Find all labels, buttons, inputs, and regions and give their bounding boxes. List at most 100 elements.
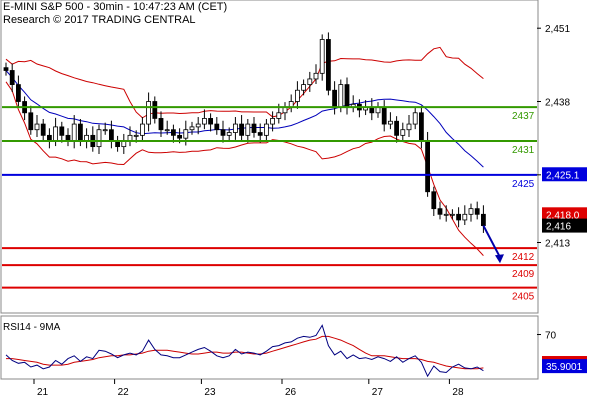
date-tick-label: 21 — [37, 387, 49, 398]
candle-body — [462, 213, 468, 221]
candle-body — [34, 123, 40, 131]
rsi-ytick-label: 70 — [545, 331, 557, 342]
date-tick-label: 23 — [204, 387, 216, 398]
candle-body — [170, 129, 176, 136]
candle-body — [338, 84, 344, 108]
candle-body — [146, 101, 152, 125]
candle-body — [381, 106, 387, 125]
projection-arrow-head — [495, 254, 504, 264]
price-ytick-label: 2,451 — [545, 24, 570, 35]
candle-body — [59, 126, 65, 136]
candle-body — [28, 112, 34, 131]
candle-body — [406, 123, 412, 131]
candle-body — [443, 213, 449, 216]
chart-title: E-MINI S&P 500 - 30min - 10:47:23 AM (CE… — [3, 1, 228, 13]
candle-body — [294, 89, 300, 102]
candle-body — [480, 213, 486, 226]
price-tag-label: 2,416 — [546, 222, 571, 233]
candle-body — [263, 123, 269, 136]
level-label: 2425 — [512, 179, 535, 190]
date-tick-label: 28 — [452, 387, 464, 398]
candle-body — [437, 208, 443, 215]
candle-body — [325, 39, 331, 91]
candle-body — [152, 101, 158, 119]
price-tag-label: 2,425.1 — [546, 170, 580, 181]
candle-body — [183, 129, 189, 139]
rsi-tag-label: 35.9001 — [546, 362, 583, 373]
candle-body — [319, 39, 325, 74]
projection-arrow-line — [482, 225, 501, 258]
chart-subtitle: Research © 2017 TRADING CENTRAL — [3, 14, 196, 26]
candle-body — [214, 123, 220, 131]
rsi-panel-frame — [0, 315, 539, 380]
candle-body — [177, 134, 183, 139]
candle-body — [449, 213, 455, 216]
candle-body — [344, 84, 350, 108]
date-tick-label: 26 — [285, 387, 297, 398]
candle-body — [474, 208, 480, 215]
candle-body — [164, 129, 170, 132]
candle-body — [394, 120, 400, 136]
candle-body — [332, 89, 338, 108]
candle-body — [276, 112, 282, 119]
price-tag-box — [542, 218, 587, 233]
price-ytick-label: 2,413 — [545, 239, 570, 250]
candle-body — [3, 67, 9, 71]
rsi-tag-box — [542, 359, 587, 374]
level-label: 2409 — [512, 269, 535, 280]
price-tag-box — [542, 167, 587, 182]
candle-body — [9, 70, 15, 85]
candle-body — [195, 123, 201, 128]
level-label: 2405 — [512, 292, 535, 303]
candle-body — [251, 123, 257, 133]
candle-body — [71, 123, 77, 142]
candle-body — [220, 129, 226, 136]
candle-body — [387, 120, 393, 125]
candle-body — [232, 123, 238, 133]
candle-body — [257, 132, 263, 136]
candle-body — [313, 72, 319, 80]
bollinger-upper-line — [5, 46, 484, 119]
candle-body — [133, 134, 139, 137]
candle-body — [189, 126, 195, 131]
price-panel: 2,4512,4382,4252,41324372431242524122409… — [2, 24, 587, 303]
price-tag-label: 2,418.0 — [546, 210, 580, 221]
candle-body — [208, 118, 214, 125]
date-tick-label: 27 — [372, 387, 384, 398]
candle-body — [468, 208, 474, 215]
candle-body — [158, 118, 164, 131]
candle-body — [78, 123, 83, 142]
price-ytick-label: 2,438 — [545, 98, 570, 109]
level-label: 2437 — [512, 111, 535, 122]
candle-body — [456, 213, 462, 221]
date-tick-label: 22 — [118, 387, 130, 398]
price-panel-frame — [0, 0, 539, 314]
candle-body — [412, 112, 418, 125]
candle-body — [301, 84, 307, 91]
candle-body — [53, 126, 58, 142]
candle-body — [15, 84, 21, 102]
rsi-series-line — [5, 324, 484, 378]
level-label: 2431 — [512, 145, 535, 156]
candle-body — [102, 129, 108, 132]
candle-body — [239, 123, 245, 136]
candle-body — [431, 191, 437, 210]
candle-body — [96, 129, 102, 148]
candle-body — [139, 123, 145, 136]
candle-body — [245, 123, 251, 136]
moving-average-line — [5, 70, 484, 168]
candle-body — [270, 118, 276, 125]
candle-body — [109, 129, 114, 142]
candle-body — [418, 112, 424, 142]
level-label: 2412 — [512, 252, 535, 263]
candle-body — [400, 129, 406, 136]
candle-body — [201, 118, 207, 125]
price-tag-box — [542, 207, 587, 222]
candle-body — [226, 132, 232, 136]
rsi-panel-title: RSI14 - 9MA — [3, 322, 61, 333]
candle-body — [307, 78, 313, 85]
candle-body — [425, 140, 431, 193]
candle-body — [40, 123, 46, 136]
